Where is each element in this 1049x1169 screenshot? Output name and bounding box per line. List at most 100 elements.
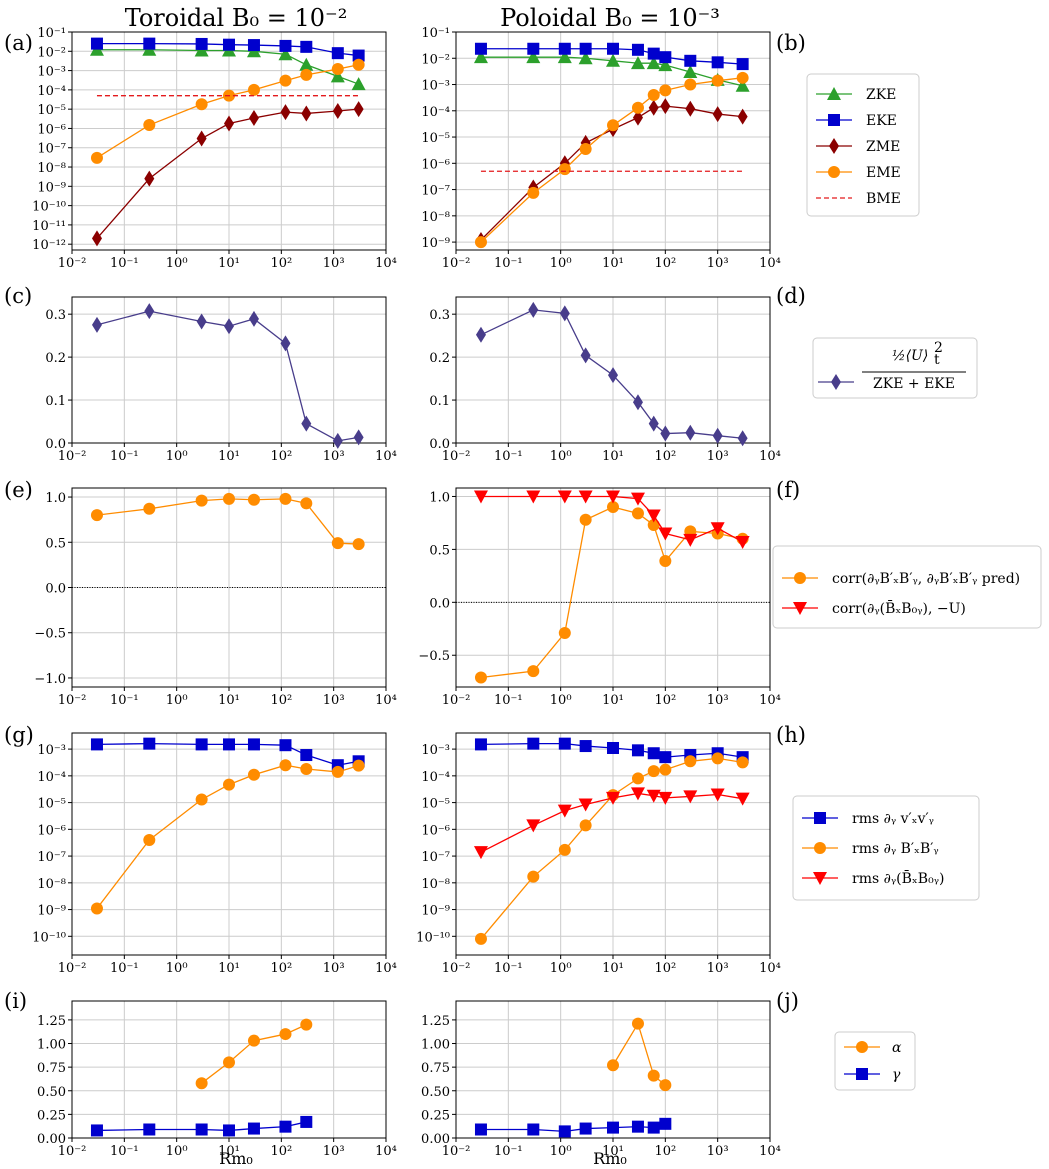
data-point: [223, 1124, 235, 1137]
legend-marker: [828, 166, 840, 178]
y-tick-label: 10⁻⁶: [37, 823, 66, 838]
legend-item-ZKE: [816, 87, 852, 100]
x-tick-label: 10⁻¹: [494, 449, 523, 464]
data-point: [735, 792, 750, 806]
series-gamma: [90, 1115, 313, 1137]
x-tick-label: 10²: [654, 693, 676, 708]
data-point: [352, 49, 365, 62]
x-tick-label: 10⁻¹: [494, 256, 523, 271]
data-point: [351, 77, 366, 91]
series-EKE: [90, 37, 365, 62]
y-tick-label: 0.25: [37, 1108, 66, 1123]
data-point: [223, 738, 235, 751]
legend-item-EME: [816, 166, 852, 178]
data-point: [196, 130, 207, 147]
panel-letter: (i): [4, 989, 27, 1013]
data-point: [711, 74, 724, 87]
y-tick-label: −0.5: [418, 649, 450, 664]
y-tick-label: −1.0: [34, 672, 66, 687]
data-point: [606, 490, 620, 504]
legend-label-corr-b0: corr(∂ᵧ(B̄ₓB₀ᵧ), −U): [832, 599, 966, 617]
data-point: [195, 1123, 208, 1136]
y-tick-label: 10⁻¹²: [32, 238, 66, 253]
data-point: [647, 88, 660, 101]
y-tick-label: 0.0: [429, 437, 450, 452]
data-point: [684, 54, 697, 67]
data-point: [632, 394, 643, 411]
data-point: [279, 1028, 292, 1041]
data-point: [90, 37, 103, 50]
data-point: [353, 429, 364, 446]
x-tick-label: 10²: [270, 1144, 292, 1159]
data-point: [660, 425, 671, 442]
panel-letter: (d): [776, 284, 806, 308]
y-tick-label: 10⁻⁸: [37, 161, 66, 176]
data-point: [279, 759, 292, 772]
data-point: [195, 793, 208, 806]
y-tick-label: 1.0: [429, 490, 450, 505]
panel-h: 10⁻² 10⁻¹ 10⁰ 10¹ 10² 10³ 10⁴ 10⁻¹⁰ 10⁻⁹ 10⁻⁸ 10⁻⁷…: [416, 732, 781, 976]
x-tick-label: 10¹: [218, 449, 240, 464]
x-tick-label: 10⁰: [550, 449, 572, 464]
x-tick-label: 10⁻²: [58, 1144, 87, 1159]
data-point: [280, 335, 291, 352]
x-tick-label: 10⁴: [375, 961, 397, 976]
data-point: [195, 37, 208, 50]
data-point: [646, 789, 661, 803]
data-point: [224, 318, 234, 335]
data-point: [223, 492, 235, 505]
series-ratio: [475, 301, 748, 447]
y-tick-label: 10⁻⁹: [421, 236, 450, 251]
data-point: [474, 1123, 487, 1136]
data-point: [143, 737, 156, 750]
data-point: [631, 1120, 644, 1133]
y-tick-label: 0.5: [45, 536, 66, 551]
data-point: [710, 788, 725, 802]
data-point: [711, 752, 724, 765]
legend-label-corr-bb: corr(∂ᵧB′ₓB′ᵧ, ∂ᵧB′ₓB′ᵧ pred): [832, 571, 1020, 587]
data-point: [331, 47, 344, 60]
legend-label-eke: EKE: [866, 113, 897, 129]
data-point: [630, 56, 645, 70]
plot-frame: [455, 296, 771, 444]
data-point: [659, 1079, 672, 1092]
data-point: [710, 522, 725, 536]
data-point: [144, 303, 155, 320]
data-point: [647, 1121, 660, 1134]
legend-item-rms-1: [802, 842, 838, 854]
data-point: [527, 665, 540, 678]
series-line: [480, 757, 743, 940]
data-point: [90, 1124, 103, 1137]
y-tick-label: 10⁻¹⁰: [32, 930, 66, 945]
x-tick-label: 10¹: [602, 256, 624, 271]
panel-f: 10⁻² 10⁻¹ 10⁰ 10¹ 10² 10³ 10⁴ −0.5 0.0 0.5 1.0: [418, 487, 781, 708]
legend-label-alpha: α: [892, 1040, 902, 1056]
y-tick-label: 10⁻⁶: [421, 823, 450, 838]
data-point: [579, 819, 592, 832]
series-rms_vv: [90, 737, 365, 772]
x-tick-label: 10⁰: [550, 961, 572, 976]
data-point: [474, 42, 487, 55]
panel-j: 10⁻² 10⁻¹ 10⁰ 10¹ 10² 10³ 10⁴ 0.00 0.25 0.50 0.75 1…: [421, 1000, 781, 1159]
data-point: [300, 497, 313, 510]
legend-ratio: [812, 337, 978, 399]
x-tick-label: 10⁴: [759, 449, 781, 464]
data-point: [90, 902, 103, 915]
y-tick-label: −0.5: [34, 627, 66, 642]
y-tick-label: 0.5: [429, 543, 450, 558]
data-point: [247, 738, 260, 751]
y-tick-label: 0.1: [429, 394, 450, 409]
data-point: [608, 367, 618, 384]
series-rms_BB: [474, 752, 749, 945]
data-point: [659, 763, 672, 776]
data-point: [279, 74, 292, 87]
legend-ratio-sub: t: [934, 352, 940, 368]
data-point: [606, 791, 620, 805]
data-point: [647, 519, 660, 532]
x-tick-label: 10⁻²: [58, 256, 87, 271]
data-point: [646, 509, 661, 523]
y-tick-label: 10⁻¹⁰: [32, 200, 66, 215]
x-tick-label: 10³: [323, 256, 345, 271]
y-tick-label: 0.2: [45, 351, 66, 366]
series-EME: [90, 58, 365, 164]
